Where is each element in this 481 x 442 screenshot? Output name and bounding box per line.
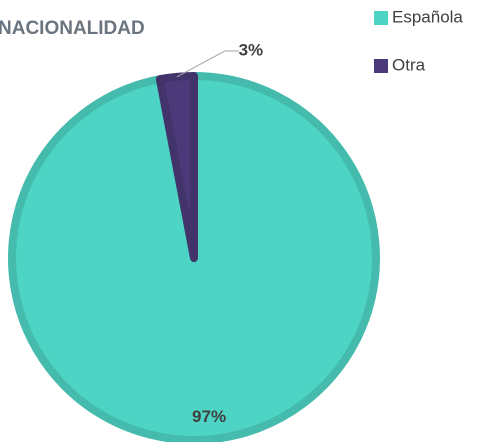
legend-swatch: [374, 59, 388, 73]
legend-swatch: [374, 11, 388, 25]
data-label: 97%: [192, 407, 226, 426]
legend-label: Española: [392, 7, 463, 26]
legend-label: Otra: [392, 55, 426, 74]
leader-line: [176, 50, 239, 78]
data-label: 3%: [239, 40, 264, 59]
chart-title: NACIONALIDAD: [0, 18, 145, 39]
